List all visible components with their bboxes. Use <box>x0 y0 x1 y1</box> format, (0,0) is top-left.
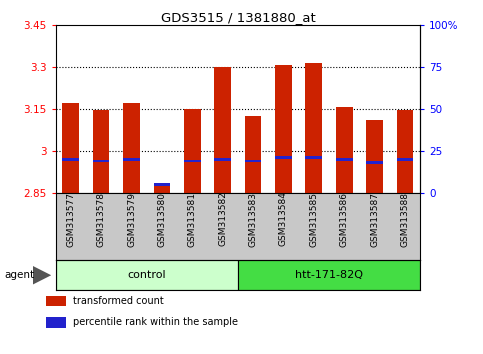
Text: control: control <box>128 270 166 280</box>
Bar <box>336 108 353 193</box>
Bar <box>62 103 79 193</box>
Bar <box>154 183 170 186</box>
Text: htt-171-82Q: htt-171-82Q <box>295 270 363 280</box>
Bar <box>366 161 383 164</box>
Bar <box>214 158 231 161</box>
Bar <box>62 158 79 161</box>
Text: percentile rank within the sample: percentile rank within the sample <box>73 318 238 327</box>
Bar <box>214 67 231 193</box>
Bar <box>56 260 238 290</box>
Bar <box>93 110 110 193</box>
Bar <box>123 158 140 161</box>
Bar <box>245 160 261 162</box>
Bar <box>46 317 66 328</box>
Bar <box>245 116 261 193</box>
Text: agent: agent <box>5 270 35 280</box>
Bar <box>397 158 413 161</box>
Title: GDS3515 / 1381880_at: GDS3515 / 1381880_at <box>160 11 315 24</box>
Bar <box>275 65 292 193</box>
Bar <box>93 160 110 162</box>
Bar <box>238 260 420 290</box>
Bar <box>305 156 322 159</box>
Bar <box>397 110 413 193</box>
Bar <box>46 296 66 307</box>
Polygon shape <box>33 266 51 285</box>
Bar <box>305 63 322 193</box>
Text: transformed count: transformed count <box>73 296 164 306</box>
Bar <box>275 156 292 159</box>
Bar <box>366 120 383 193</box>
Bar <box>123 103 140 193</box>
Bar <box>184 160 200 162</box>
Bar <box>336 158 353 161</box>
Bar <box>154 186 170 193</box>
Bar <box>184 109 200 193</box>
